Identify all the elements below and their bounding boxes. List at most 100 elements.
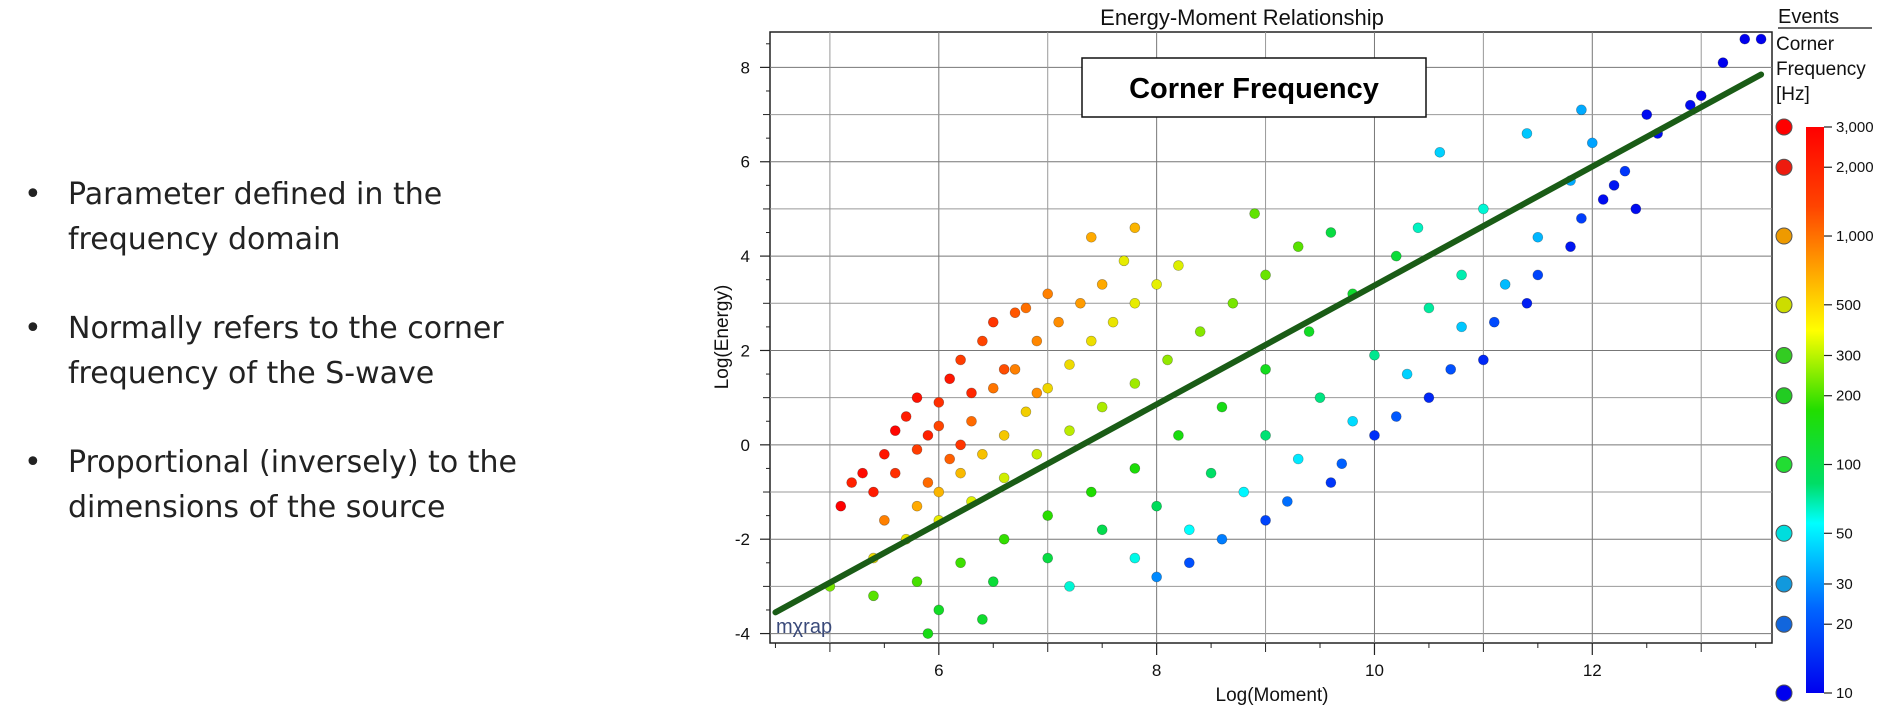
legend-marker	[1775, 615, 1793, 633]
legend-title: Events	[1778, 6, 1839, 28]
data-point	[889, 425, 901, 436]
legend-marker	[1775, 346, 1793, 364]
data-point	[1031, 448, 1043, 460]
data-point	[1096, 401, 1108, 413]
data-point	[1369, 349, 1380, 361]
y-axis-ticks: 8 6 4 2 0 -2 -4	[735, 43, 770, 644]
legend-tick-label: 1,000	[1836, 228, 1874, 245]
data-point	[1085, 486, 1097, 498]
data-point	[1031, 335, 1043, 347]
data-point	[987, 382, 999, 394]
data-point	[857, 467, 868, 479]
data-point	[955, 557, 966, 569]
data-point	[1456, 321, 1467, 333]
data-point	[1085, 335, 1097, 347]
annotation-box	[1081, 57, 1427, 118]
bullet-item: • Normally refers to the corner frequenc…	[20, 306, 580, 396]
data-point	[922, 430, 934, 441]
colorbar	[1806, 127, 1824, 693]
data-point	[1118, 255, 1130, 267]
data-point	[1184, 557, 1195, 569]
bullet-item: • Parameter defined in the frequency dom…	[20, 172, 580, 262]
data-point	[1565, 241, 1576, 252]
data-point	[955, 467, 966, 479]
legend-marker	[1775, 684, 1793, 702]
data-point	[900, 411, 912, 422]
data-point	[1369, 430, 1380, 441]
bullet-item: • Proportional (inversely) to the dimens…	[20, 440, 580, 530]
data-point	[1009, 307, 1021, 319]
data-point	[1292, 453, 1304, 465]
data-point	[944, 373, 956, 385]
data-point	[1630, 203, 1642, 215]
data-point	[933, 604, 945, 616]
data-point	[1456, 269, 1467, 281]
data-point	[911, 576, 923, 587]
legend-tick-label: 20	[1836, 616, 1853, 633]
data-point	[911, 444, 923, 455]
data-point	[1085, 231, 1097, 243]
chart-title: Energy-Moment Relationship	[1100, 5, 1384, 30]
data-point	[911, 500, 923, 512]
data-point	[1521, 297, 1533, 309]
data-point	[1401, 368, 1413, 380]
data-point	[1390, 411, 1402, 422]
data-point	[998, 472, 1010, 484]
y-tick-label: 2	[741, 341, 750, 360]
legend-tick-label: 50	[1836, 525, 1853, 542]
legend-tick-label: 200	[1836, 388, 1861, 405]
data-point	[1488, 316, 1500, 328]
legend-tick-label: 3,000	[1836, 119, 1874, 136]
data-point	[1608, 180, 1620, 191]
data-point	[1129, 297, 1141, 309]
data-point	[1260, 364, 1271, 375]
data-point	[1478, 354, 1489, 366]
data-point	[998, 430, 1010, 441]
legend-subtitle-box: Corner Frequency [Hz]	[1776, 34, 1866, 105]
legend: Events Corner Frequency [Hz] 3,000 2,000 1…	[1775, 6, 1874, 702]
x-tick-label: 6	[934, 661, 943, 680]
data-point	[1162, 354, 1173, 366]
data-point	[977, 614, 988, 625]
data-point	[1412, 222, 1424, 234]
data-point	[1717, 57, 1729, 68]
energy-moment-chart: Energy-Moment Relationship 6 8 10 12 86420-…	[712, 5, 1874, 706]
bullet-symbol: •	[24, 311, 42, 346]
y-tick-label: 4	[741, 247, 750, 266]
data-point	[1478, 203, 1489, 215]
data-point	[1619, 165, 1631, 177]
data-point	[922, 628, 934, 639]
data-point	[1641, 109, 1653, 120]
data-point	[1129, 552, 1141, 564]
data-point	[998, 533, 1010, 545]
data-point	[1238, 486, 1250, 498]
data-point	[1020, 406, 1032, 418]
data-point	[966, 415, 977, 427]
data-point	[879, 515, 890, 526]
annotation-label: Corner Frequency	[1129, 73, 1379, 105]
y-tick-label: -4	[735, 625, 750, 644]
data-point	[1755, 33, 1767, 45]
legend-marker	[1775, 227, 1793, 245]
data-point	[1292, 241, 1304, 252]
data-point	[1173, 260, 1184, 271]
data-point	[911, 392, 923, 403]
bullet-text: Parameter defined in the frequency domai…	[68, 177, 443, 257]
data-point	[955, 354, 966, 366]
data-point	[1129, 463, 1141, 474]
legend-ticks: 3,000 2,000 1,000 500 300 200 100 50 30 20 10	[1775, 118, 1874, 702]
data-point	[1260, 430, 1271, 441]
data-point	[868, 486, 879, 498]
data-point	[1064, 581, 1075, 592]
data-point	[933, 397, 945, 408]
data-point	[1336, 458, 1348, 470]
data-point	[1042, 510, 1054, 521]
legend-marker	[1775, 524, 1793, 542]
data-point	[1184, 524, 1195, 536]
data-point	[1173, 430, 1184, 441]
data-point	[1325, 227, 1337, 238]
data-point	[922, 477, 934, 488]
x-tick-label: 8	[1152, 661, 1161, 680]
data-point	[1499, 279, 1511, 290]
data-point	[1151, 279, 1162, 290]
